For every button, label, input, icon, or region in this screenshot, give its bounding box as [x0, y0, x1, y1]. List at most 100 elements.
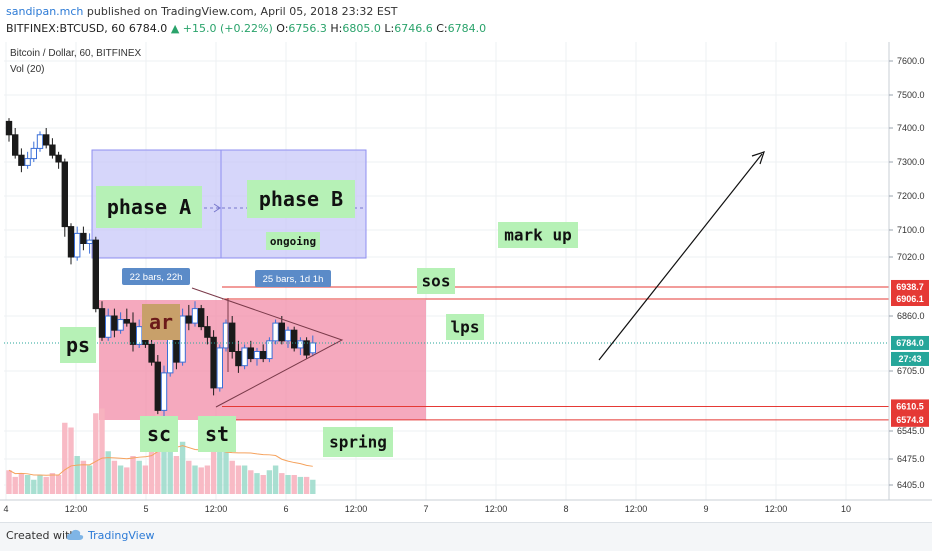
price-tick-label: 7200.0 — [897, 191, 925, 201]
volume-bar — [31, 479, 37, 494]
triangle-pattern — [191, 287, 344, 408]
candle-body — [297, 340, 304, 349]
price-axis[interactable]: 7600.0 7500.0 7400.0 7300.0 7200.0 7100.0 7020… — [888, 42, 932, 500]
label-mark_up-background — [498, 222, 578, 248]
candle-body — [30, 147, 38, 160]
candle-body — [117, 319, 124, 331]
candle-body — [111, 315, 118, 331]
volume-bar — [86, 465, 93, 494]
symbol-ohlc-line: BITFINEX:BTCUSD, 60 6784.0 ▲ +15.0 (+0.2… — [6, 22, 486, 35]
last-price: 6784.0 — [128, 22, 168, 35]
label-spring: spring — [329, 433, 387, 452]
volume-bar — [210, 427, 217, 494]
tradingview-cloud-icon — [66, 529, 84, 540]
label-ar-background — [142, 304, 180, 340]
chart-header: sandipan.mch published on TradingView.co… — [0, 0, 932, 42]
candle-body — [253, 350, 261, 360]
volume-bar — [260, 475, 266, 494]
candle-body — [12, 134, 19, 156]
author-link[interactable]: sandipan.mch — [6, 5, 84, 18]
price-tick-label: 6705.0 — [897, 366, 925, 376]
price-tag-level — [891, 279, 929, 294]
volume-bar — [18, 473, 25, 494]
time-tick-label: 12:00 — [65, 504, 88, 514]
label-ps-background — [60, 327, 96, 363]
label-lps: lps — [451, 318, 480, 337]
label-sc-background — [140, 416, 178, 452]
up-arrow-icon: ▲ — [170, 22, 180, 35]
volume-bar — [279, 473, 285, 494]
candle-body — [185, 315, 193, 324]
price-tick-label: 7400.0 — [897, 123, 925, 133]
candle-body — [136, 326, 143, 345]
price-tag-label: 6574.8 — [896, 415, 924, 425]
candle-body — [123, 319, 130, 324]
label-phase_a-background — [96, 186, 202, 228]
price-tick-label: 6405.0 — [897, 480, 925, 490]
price-tag-label: 6784.0 — [896, 338, 924, 348]
price-tag-level — [891, 292, 929, 307]
price-tick-label: 6545.0 — [897, 426, 925, 436]
time-tick-label: 9 — [703, 504, 708, 514]
label-bars_1: 22 bars, 22h — [130, 272, 183, 283]
candle-body — [272, 322, 279, 342]
volume-bar — [229, 460, 235, 494]
volume-bar — [272, 465, 279, 494]
candle-body — [43, 134, 50, 146]
volume-bar — [248, 470, 254, 494]
legend-indicator: Vol (20) — [10, 64, 44, 75]
low-value: 6746.6 — [394, 22, 433, 35]
volume-bar — [179, 441, 186, 494]
candle-body — [49, 144, 56, 156]
price-tick-label: 7100.0 — [897, 225, 925, 235]
price-tag-label: 27:43 — [898, 354, 921, 364]
markup-arrow-icon — [751, 151, 765, 165]
label-sos: sos — [422, 272, 451, 291]
volume-bar — [266, 470, 273, 494]
volume-bar — [130, 456, 136, 494]
time-tick-label: 12:00 — [625, 504, 648, 514]
volume-bar — [124, 467, 130, 494]
volume-bar — [204, 465, 211, 494]
candle-body — [80, 232, 87, 244]
candle-body — [67, 226, 75, 258]
label-ongoing: ongoing — [270, 235, 316, 248]
volume-bar — [254, 473, 260, 494]
volume-bar — [49, 473, 56, 494]
price-tick-label: 7020.0 — [897, 252, 925, 262]
time-axis[interactable]: 4 12:00 5 12:00 6 12:00 7 12:00 8 12:00 9 12:00 10 — [0, 499, 932, 514]
time-tick-label: 4 — [3, 504, 8, 514]
analysis-annotations: phase A phase B ongoing mark up sos lps ps ar sc… — [4, 151, 889, 457]
volume-bar — [223, 451, 229, 494]
price-chart[interactable]: phase A phase B ongoing mark up sos lps ps ar sc… — [0, 42, 932, 522]
price-tick-label: 7500.0 — [897, 90, 925, 100]
volume-bar — [235, 465, 242, 494]
volume-bar — [93, 413, 99, 494]
created-with-text: Created with — [6, 529, 77, 542]
candle-body — [86, 239, 93, 244]
volume-bar — [167, 446, 173, 494]
time-tick-label: 8 — [563, 504, 568, 514]
price-tag-label: 6938.7 — [896, 282, 924, 292]
markup-arrow-line — [598, 153, 763, 361]
candle-body — [173, 336, 180, 363]
price-tag-current — [891, 335, 929, 350]
open-value: 6756.3 — [288, 22, 327, 35]
volume-bar — [198, 467, 204, 494]
candle-body — [179, 315, 186, 363]
close-label: C: — [436, 22, 448, 35]
time-tick-label: 6 — [283, 504, 288, 514]
candle-body — [55, 154, 62, 163]
volume-bar — [310, 479, 316, 494]
time-tick-label: 10 — [841, 504, 851, 514]
tradingview-link[interactable]: TradingView — [88, 529, 155, 542]
price-tick-label: 6860.0 — [897, 311, 925, 321]
candle-body — [204, 326, 211, 338]
label-spring-background — [323, 427, 393, 457]
volume-bar — [74, 456, 80, 494]
time-tick-label: 7 — [423, 504, 428, 514]
volume-bar — [285, 475, 291, 494]
candle-body — [266, 340, 273, 360]
candle-body — [284, 329, 292, 342]
candle-body — [191, 308, 199, 324]
